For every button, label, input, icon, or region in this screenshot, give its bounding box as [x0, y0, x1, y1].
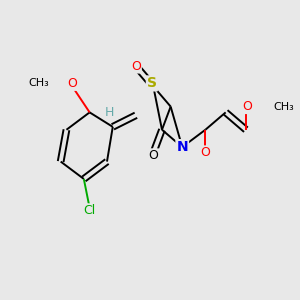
- Text: O: O: [200, 146, 210, 159]
- Text: O: O: [131, 60, 141, 73]
- Text: H: H: [105, 106, 115, 119]
- Text: CH₃: CH₃: [28, 78, 49, 88]
- Text: N: N: [176, 140, 188, 154]
- Text: S: S: [147, 76, 157, 90]
- Text: Cl: Cl: [83, 204, 96, 217]
- Text: O: O: [67, 77, 77, 90]
- Text: O: O: [148, 149, 158, 162]
- Text: O: O: [242, 100, 252, 113]
- Text: CH₃: CH₃: [273, 102, 294, 112]
